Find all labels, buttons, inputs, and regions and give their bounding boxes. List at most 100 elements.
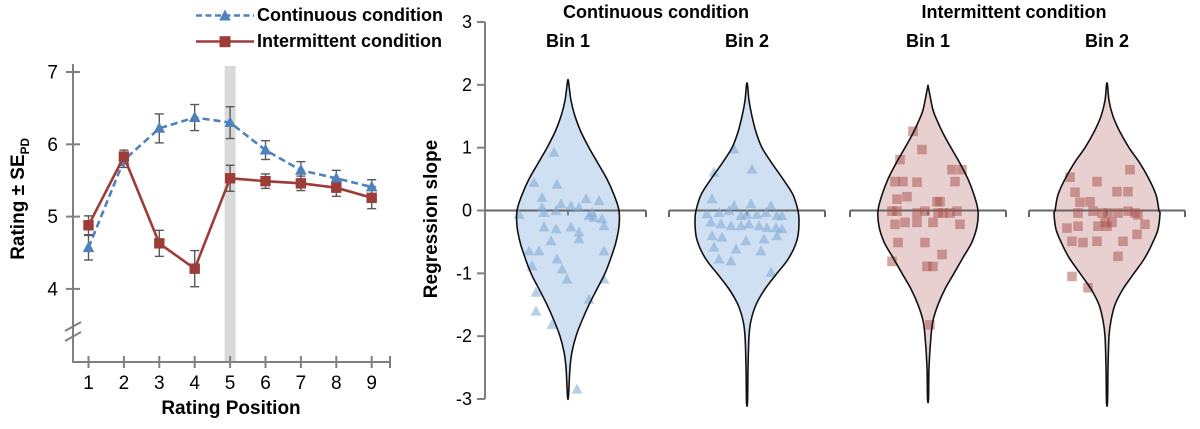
violin-point-triangle <box>765 200 777 211</box>
violin-point-triangle <box>713 207 725 218</box>
violin-outline <box>1053 82 1161 408</box>
violin-fill <box>516 79 620 400</box>
data-point-square <box>224 173 236 184</box>
violin-continuous-bin2 <box>668 82 826 408</box>
violin-point-triangle <box>550 223 562 234</box>
right-y-tick-label: 0 <box>462 201 472 221</box>
violin-point-triangle <box>740 235 752 246</box>
violin-point-square <box>1125 164 1135 175</box>
bin-label-intermittent-bin1: Bin 1 <box>905 31 951 51</box>
violin-point-triangle <box>571 383 583 394</box>
violin-point-square <box>908 126 918 137</box>
violin-point-square <box>945 208 955 218</box>
violin-point-square <box>1107 217 1117 228</box>
left-y-tick-label: 7 <box>47 63 58 84</box>
violin-point-triangle <box>708 241 720 252</box>
legend-triangle-marker <box>219 9 231 20</box>
violin-point-square <box>887 206 897 216</box>
violin-point-square <box>893 237 903 248</box>
violin-point-triangle <box>530 286 542 297</box>
violin-point-square <box>1073 221 1083 232</box>
violin-point-triangle <box>546 318 558 329</box>
data-point-triangle <box>82 241 95 253</box>
data-point-square <box>366 192 377 204</box>
violin-point-square <box>920 237 930 248</box>
left-x-tick-label: 8 <box>331 373 342 394</box>
violin-point-square <box>1078 237 1088 248</box>
violin-point-square <box>1102 221 1112 232</box>
violin-point-triangle <box>598 245 610 256</box>
left-x-tick-label: 4 <box>189 373 200 394</box>
violin-point-triangle <box>583 293 595 304</box>
violin-point-triangle <box>561 273 573 284</box>
violin-point-square <box>898 176 908 187</box>
violin-point-square <box>922 261 932 272</box>
data-point-triangle <box>259 143 272 155</box>
violin-point-square <box>892 194 902 204</box>
violin-point-square <box>947 164 957 175</box>
right-y-tick-label: 2 <box>462 75 472 95</box>
violin-outline <box>877 84 979 404</box>
violin-point-square <box>902 191 912 202</box>
violin-point-square <box>937 249 947 260</box>
violin-point-triangle <box>551 253 563 264</box>
data-point-triangle <box>153 121 166 133</box>
violin-point-square <box>1112 186 1122 197</box>
violin-point-triangle <box>701 208 713 219</box>
violin-point-triangle <box>550 205 562 216</box>
violin-point-square <box>1073 208 1083 218</box>
left-y-tick-label: 5 <box>47 207 58 228</box>
violin-point-triangle <box>751 208 763 219</box>
violin-point-square <box>1093 221 1103 232</box>
right-y-tick-label: -3 <box>456 389 472 409</box>
violin-point-square <box>1118 236 1128 247</box>
violin-point-square <box>1133 210 1143 220</box>
violin-point-square <box>917 144 927 155</box>
violin-point-triangle <box>760 207 772 218</box>
data-point-square <box>118 151 130 162</box>
group-title-intermittent: Intermittent condition <box>921 2 1107 22</box>
violin-point-square <box>1123 206 1133 216</box>
violin-point-triangle <box>745 198 757 209</box>
data-point-square <box>295 178 307 189</box>
violin-point-square <box>1113 208 1123 218</box>
violin-point-triangle <box>741 208 753 219</box>
left-x-tick-label: 7 <box>296 373 307 394</box>
data-point-square <box>189 263 200 274</box>
violin-point-square <box>1075 197 1085 208</box>
violin-point-square <box>890 219 900 230</box>
violin-point-triangle <box>556 263 568 274</box>
left-y-axis-label-subscript: PD <box>18 138 32 155</box>
violin-point-triangle <box>565 221 577 232</box>
violin-point-square <box>920 206 930 216</box>
data-point-square <box>331 182 342 193</box>
violin-point-triangle <box>588 212 600 223</box>
left-y-tick-label: 4 <box>47 279 58 300</box>
legend-label-continuous: Continuous condition <box>257 4 443 25</box>
legend-label-intermittent: Intermittent condition <box>257 30 442 51</box>
violin-point-square <box>895 154 905 165</box>
violin-point-square <box>1123 186 1133 197</box>
legend: Continuous condition Intermittent condit… <box>196 2 443 54</box>
left-x-tick-label: 6 <box>260 373 271 394</box>
violin-point-square <box>957 164 967 175</box>
violin-outline <box>515 78 621 401</box>
violin-point-triangle <box>723 205 735 216</box>
bin-label-continuous-bin2: Bin 2 <box>724 31 770 51</box>
violin-point-triangle <box>725 255 737 266</box>
violin-point-triangle <box>533 245 545 256</box>
violin-point-triangle <box>573 226 585 237</box>
violin-point-triangle <box>538 221 550 232</box>
violin-point-triangle <box>761 222 773 233</box>
legend-square-marker <box>219 35 231 47</box>
violin-intermittent-bin1 <box>849 84 1007 404</box>
left-x-tick-label: 9 <box>366 373 377 394</box>
right-y-axis-label: Regression slope <box>421 139 442 299</box>
data-point-square <box>260 175 271 187</box>
violin-continuous-bin1 <box>485 78 647 401</box>
violin-point-triangle <box>746 163 758 174</box>
violin-point-triangle <box>765 266 777 277</box>
right-y-tick-label: 1 <box>462 138 472 158</box>
violin-point-square <box>935 196 945 207</box>
